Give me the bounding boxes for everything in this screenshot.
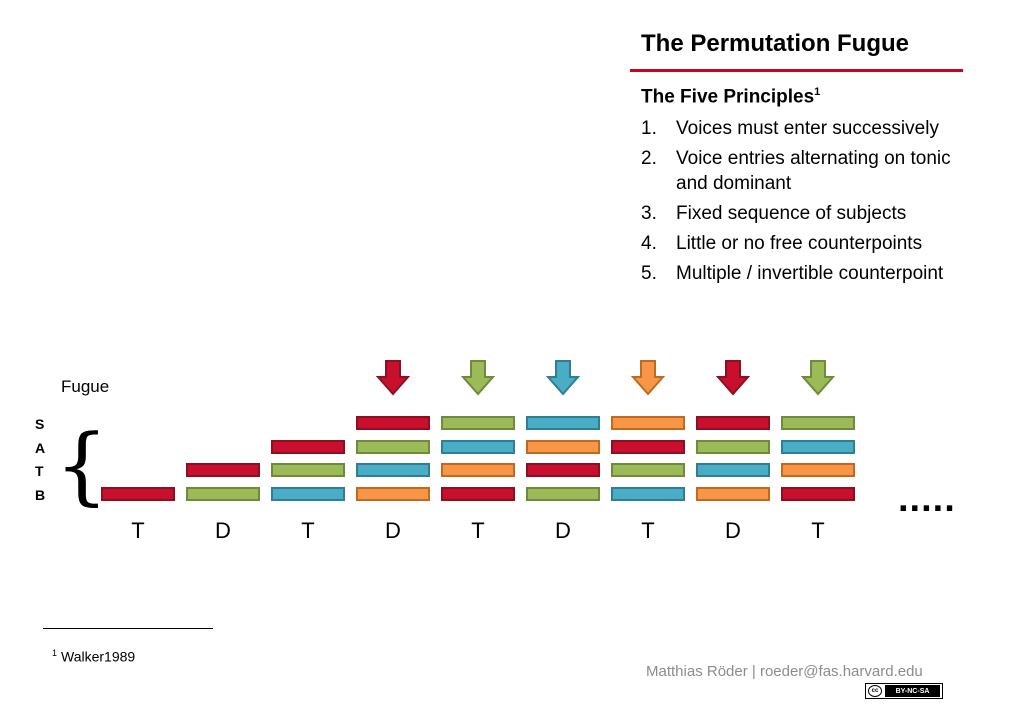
- entry-arrow-down-icon: [716, 360, 750, 396]
- cc-license-badge: cc BY-NC-SA: [865, 683, 943, 699]
- subject-bar-bass-orange: [696, 487, 770, 501]
- principle-text: Voice entries alternating on tonic and d…: [676, 148, 951, 194]
- entry-arrow-down-icon: [631, 360, 665, 396]
- subject-bar-soprano-blue: [526, 416, 600, 430]
- dominant-label: D: [385, 518, 401, 543]
- voice-brace: {: [55, 416, 109, 514]
- principle-number: 1.: [641, 118, 657, 139]
- dominant-label: D: [725, 518, 741, 543]
- principle-text: Little or no free counterpoints: [676, 233, 923, 254]
- subject-bar-alto-blue: [781, 440, 855, 454]
- principle-item: 4. Little or no free counterpoints: [641, 231, 961, 256]
- subject-bar-alto-green: [356, 440, 430, 454]
- subject-bar-soprano-green: [441, 416, 515, 430]
- subject-bar-alto-red: [611, 440, 685, 454]
- principle-number: 5.: [641, 263, 657, 284]
- subject-bar-bass-blue: [611, 487, 685, 501]
- subject-bar-bass-green: [186, 487, 260, 501]
- fugue-label: Fugue: [61, 377, 110, 396]
- subject-bar-tenor-red: [526, 463, 600, 477]
- tonic-label: T: [131, 518, 145, 543]
- voice-label-soprano: S: [35, 416, 45, 432]
- subject-bar-alto-orange: [526, 440, 600, 454]
- subject-bar-tenor-orange: [781, 463, 855, 477]
- footnote-text: Walker1989: [61, 648, 136, 665]
- subject-bar-tenor-red: [186, 463, 260, 477]
- subject-bar-bass-orange: [356, 487, 430, 501]
- entry-arrow-down-icon: [376, 360, 410, 396]
- author-credit: Matthias Röder | roeder@fas.harvard.edu: [646, 663, 923, 680]
- tonic-label: T: [811, 518, 825, 543]
- subject-bar-alto-red: [271, 440, 345, 454]
- subject-bar-bass-red: [441, 487, 515, 501]
- subject-bar-bass-red: [781, 487, 855, 501]
- principles-heading-text: The Five Principles: [641, 86, 815, 108]
- subject-bar-bass-red: [101, 487, 175, 501]
- dominant-label: D: [555, 518, 571, 543]
- subject-bar-soprano-orange: [611, 416, 685, 430]
- principle-text: Multiple / invertible counterpoint: [676, 263, 944, 284]
- tonic-label: T: [301, 518, 315, 543]
- subject-bar-alto-green: [696, 440, 770, 454]
- subject-bar-soprano-red: [696, 416, 770, 430]
- voice-label-bass: B: [35, 487, 46, 503]
- footnote-divider: [43, 628, 213, 629]
- footnote: 1 Walker1989: [52, 648, 135, 665]
- subject-bar-bass-green: [526, 487, 600, 501]
- subject-bar-soprano-red: [356, 416, 430, 430]
- principle-text: Fixed sequence of subjects: [676, 203, 907, 224]
- footnote-ref: 1: [52, 648, 58, 658]
- principle-number: 4.: [641, 233, 657, 254]
- entry-arrow-down-icon: [461, 360, 495, 396]
- dominant-label: D: [215, 518, 231, 543]
- principles-list: 1. Voices must enter successively 2. Voice…: [641, 116, 961, 291]
- subject-bar-soprano-green: [781, 416, 855, 430]
- principle-item: 2. Voice entries alternating on tonic and…: [641, 146, 961, 196]
- entry-arrow-down-icon: [546, 360, 580, 396]
- principles-heading: The Five Principles1: [641, 86, 820, 108]
- voice-label-alto: A: [35, 440, 46, 456]
- subject-bar-alto-blue: [441, 440, 515, 454]
- tonic-label: T: [641, 518, 655, 543]
- subject-bar-tenor-blue: [356, 463, 430, 477]
- tonic-label: T: [471, 518, 485, 543]
- title-underline: [630, 69, 963, 72]
- principle-text: Voices must enter successively: [676, 118, 939, 139]
- continuation-dots: .....: [898, 478, 956, 520]
- principle-item: 5. Multiple / invertible counterpoint: [641, 261, 961, 286]
- subject-bar-tenor-green: [611, 463, 685, 477]
- entry-arrow-down-icon: [801, 360, 835, 396]
- subject-bar-tenor-green: [271, 463, 345, 477]
- slide-title: The Permutation Fugue: [641, 30, 910, 57]
- principle-item: 3. Fixed sequence of subjects: [641, 201, 961, 226]
- principle-number: 2.: [641, 148, 657, 169]
- cc-icon: cc: [868, 685, 882, 697]
- subject-bar-tenor-blue: [696, 463, 770, 477]
- principles-heading-footnote-ref: 1: [814, 86, 821, 98]
- voice-label-tenor: T: [35, 463, 44, 479]
- license-terms: BY-NC-SA: [885, 685, 940, 697]
- subject-bar-bass-blue: [271, 487, 345, 501]
- principle-number: 3.: [641, 203, 657, 224]
- subject-bar-tenor-orange: [441, 463, 515, 477]
- principle-item: 1. Voices must enter successively: [641, 116, 961, 141]
